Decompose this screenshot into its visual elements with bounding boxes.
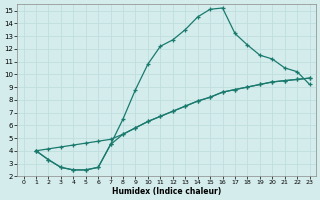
X-axis label: Humidex (Indice chaleur): Humidex (Indice chaleur) [112,187,221,196]
